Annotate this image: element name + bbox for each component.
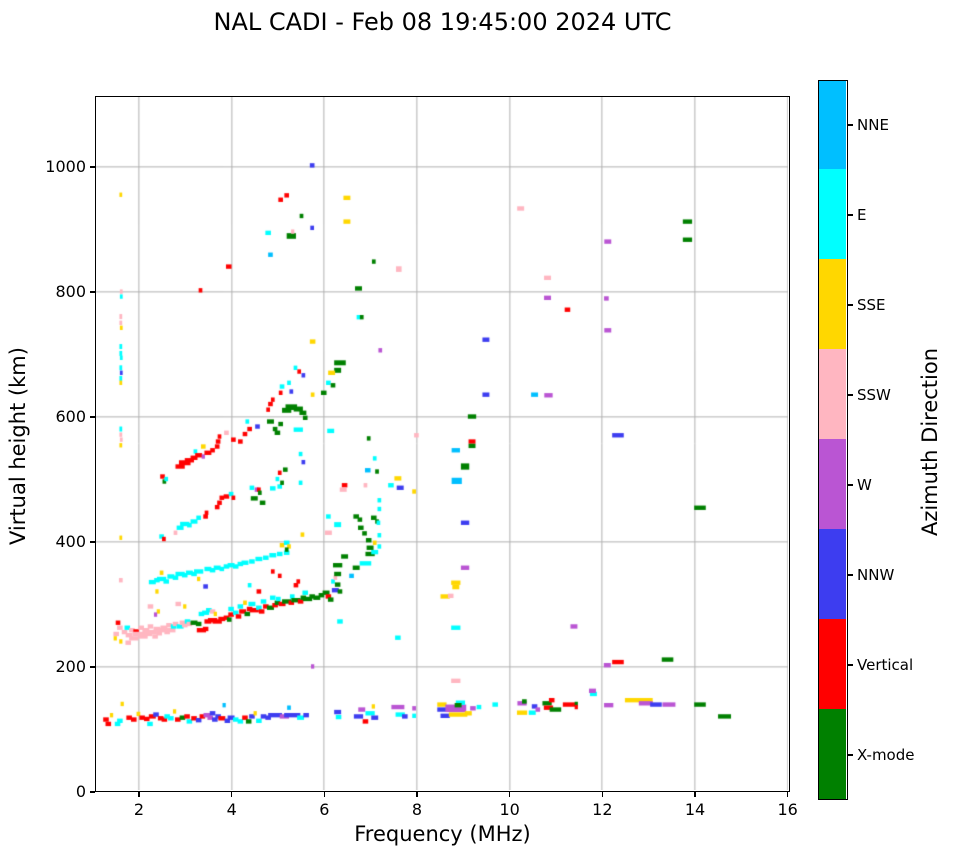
x-tick-mark: [786, 792, 789, 797]
x-tick-mark: [138, 792, 140, 797]
colorbar-tick-mark: [848, 664, 853, 666]
x-tick-label: 6: [319, 800, 330, 819]
y-tick-label: 400: [55, 532, 86, 552]
plot-area: [95, 96, 790, 792]
colorbar-tick-label-x-mode: X-mode: [857, 746, 915, 764]
colorbar-title: Azimuth Direction: [918, 347, 942, 537]
chart-title: NAL CADI - Feb 08 19:45:00 2024 UTC: [213, 8, 672, 36]
y-tick-label: 800: [55, 282, 86, 302]
x-tick-label: 10: [499, 800, 520, 819]
y-tick-mark: [90, 791, 95, 793]
colorbar-segment-nne: [819, 81, 846, 171]
colorbar-tick-mark: [848, 394, 853, 396]
x-tick-mark: [508, 792, 511, 797]
colorbar-tick-mark: [848, 124, 853, 126]
colorbar-segment-ssw: [819, 349, 846, 440]
x-tick-mark: [323, 792, 326, 797]
colorbar-tick-mark: [848, 484, 853, 486]
x-tick-label: 16: [777, 800, 798, 819]
colorbar-tick-label-vertical: Vertical: [857, 656, 914, 674]
y-tick-label: 0: [75, 782, 86, 801]
ionogram-canvas: [96, 97, 788, 790]
colorbar-segment-x-mode: [819, 709, 846, 800]
colorbar-segment-vertical: [819, 619, 846, 710]
colorbar-segment-sse: [819, 259, 846, 350]
colorbar-tick-label-nnw: NNW: [857, 566, 895, 584]
x-tick-label: 8: [411, 800, 423, 819]
colorbar-tick-label-nne: NNE: [857, 116, 889, 134]
colorbar-tick-label-sse: SSE: [857, 296, 886, 314]
x-axis-label: Frequency (MHz): [354, 822, 531, 846]
y-tick-label: 200: [55, 657, 86, 677]
x-tick-mark: [230, 792, 233, 797]
colorbar-tick-mark: [848, 574, 853, 576]
y-tick-mark: [90, 416, 95, 418]
y-tick-label: 600: [55, 407, 86, 427]
y-tick-mark: [90, 666, 95, 668]
colorbar-tick-mark: [848, 754, 853, 756]
colorbar-tick-label-e: E: [857, 206, 867, 224]
x-tick-mark: [416, 792, 418, 797]
x-tick-label: 12: [592, 800, 613, 819]
colorbar-segment-w: [819, 439, 846, 530]
x-tick-label: 14: [684, 800, 706, 819]
colorbar: [818, 80, 848, 800]
x-tick-label: 4: [226, 800, 237, 819]
colorbar-tick-label-w: W: [857, 476, 872, 494]
colorbar-segment-e: [819, 169, 846, 260]
colorbar-segment-nnw: [819, 529, 846, 620]
colorbar-tick-label-ssw: SSW: [857, 386, 891, 404]
x-tick-label: 2: [133, 800, 145, 819]
colorbar-tick-mark: [848, 214, 853, 216]
x-tick-mark: [601, 792, 604, 797]
y-tick-mark: [90, 541, 95, 543]
y-tick-label: 1000: [45, 157, 86, 177]
y-tick-mark: [90, 291, 95, 293]
colorbar-tick-mark: [848, 304, 853, 306]
y-tick-mark: [90, 166, 95, 168]
x-tick-mark: [694, 792, 696, 797]
